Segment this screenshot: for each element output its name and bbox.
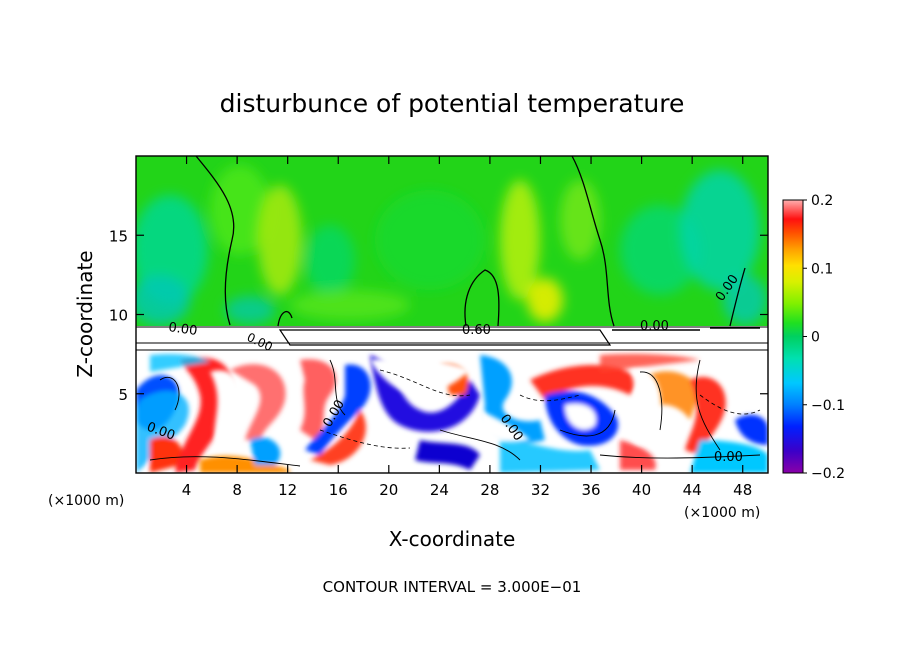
y-axis: 5 10 15 — [109, 227, 768, 404]
y-tick-label: 15 — [109, 227, 128, 245]
colorbar-tick-label: 0 — [811, 330, 820, 346]
x-tick-label: 48 — [733, 481, 752, 499]
x-tick-label: 44 — [683, 481, 702, 499]
colorbar-tick-label: −0.1 — [811, 398, 845, 414]
x-unit-left: (×1000 m) — [48, 493, 124, 509]
y-axis-label: Z-coordinate — [73, 250, 97, 377]
x-tick-label: 12 — [278, 481, 297, 499]
x-unit-right: (×1000 m) — [684, 505, 760, 521]
contour-interval-note: CONTOUR INTERVAL = 3.000E−01 — [323, 578, 582, 596]
x-tick-label: 40 — [632, 481, 651, 499]
x-tick-label: 4 — [182, 481, 192, 499]
x-axis-label: X-coordinate — [389, 527, 516, 551]
colorbar-tick-label: −0.2 — [811, 466, 845, 482]
colorbar-ticks: 0.2 0.1 0 −0.1 −0.2 — [803, 193, 845, 482]
colorbar-tick-label: 0.1 — [811, 261, 833, 277]
x-tick-label: 36 — [581, 481, 600, 499]
colorbar: 0.2 0.1 0 −0.1 −0.2 — [782, 193, 845, 482]
chart-title: disturbunce of potential temperature — [220, 89, 685, 118]
x-axis: 4 8 12 16 20 24 28 32 36 40 44 48 — [182, 156, 752, 499]
y-tick-label: 5 — [118, 386, 128, 404]
contour-label-9: 0.00 — [714, 450, 743, 465]
x-tick-label: 24 — [430, 481, 449, 499]
x-tick-label: 20 — [379, 481, 398, 499]
y-tick-label: 10 — [109, 307, 128, 325]
x-tick-label: 8 — [232, 481, 242, 499]
contour-label-4: 0.00 — [640, 319, 669, 334]
heatmap-field: 0.00 0.00 0.60 0.00 0.00 0.00 0.00 0.00 … — [136, 156, 768, 473]
colorbar-tick-label: 0.2 — [811, 193, 833, 209]
x-tick-label: 32 — [531, 481, 550, 499]
x-tick-label: 16 — [329, 481, 348, 499]
contour-label-3: 0.60 — [462, 323, 491, 338]
contour-label-1: 0.00 — [167, 320, 198, 339]
x-tick-label: 28 — [480, 481, 499, 499]
colorbar-gradient — [782, 199, 804, 474]
